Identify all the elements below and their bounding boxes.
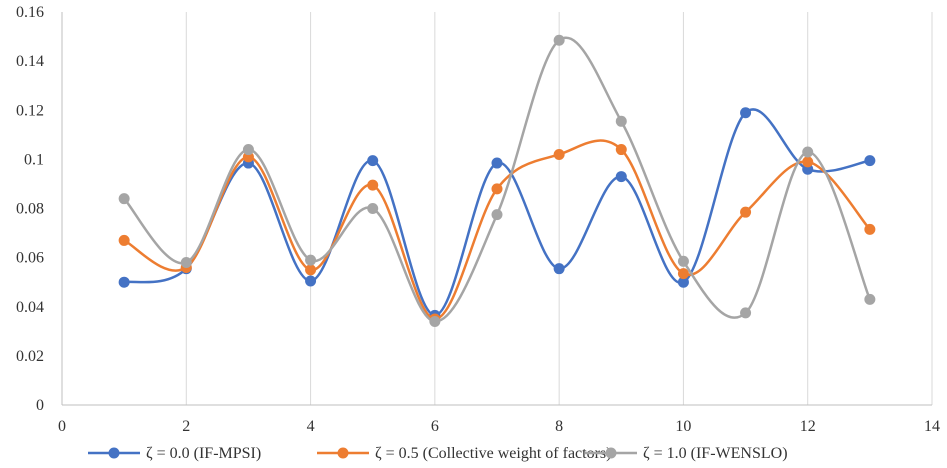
y-tick-label: 0.16 <box>16 4 44 21</box>
y-tick-label: 0.14 <box>16 53 44 70</box>
series-lines <box>118 34 876 327</box>
legend: ζ = 0.0 (IF-MPSI) ζ = 0.5 (Collective wei… <box>88 445 788 462</box>
legend-item-3: ζ = 1.0 (IF-WENSLO) <box>585 445 788 462</box>
data-point <box>802 146 814 158</box>
series-2 <box>118 139 876 325</box>
x-tick-label: 12 <box>800 418 816 435</box>
y-tick-label: 0.04 <box>16 299 44 316</box>
axes <box>61 12 932 406</box>
x-tick-label: 8 <box>555 418 563 435</box>
y-tick-label: 0.1 <box>24 151 44 168</box>
legend-item-1: ζ = 0.0 (IF-MPSI) <box>88 445 261 462</box>
data-point <box>305 275 317 287</box>
data-point <box>367 179 379 191</box>
series-3 <box>118 34 876 327</box>
y-tick-label: 0 <box>36 397 44 414</box>
y-tick-label: 0.06 <box>16 250 44 267</box>
data-point <box>118 234 130 246</box>
legend-marker <box>605 447 617 459</box>
data-point <box>305 264 317 276</box>
data-point <box>118 193 130 205</box>
data-point <box>740 206 752 218</box>
y-tick-label: 0.02 <box>16 348 44 365</box>
data-point <box>242 144 254 156</box>
data-point <box>740 107 752 119</box>
data-point <box>864 223 876 235</box>
legend-item-2: ζ = 0.5 (Collective weight of factors) <box>317 445 611 462</box>
x-tick-label: 4 <box>307 418 315 435</box>
legend-label: ζ = 0.5 (Collective weight of factors) <box>375 445 611 462</box>
data-point <box>864 155 876 167</box>
data-point <box>740 307 752 319</box>
x-tick-label: 10 <box>675 418 691 435</box>
data-point <box>615 144 627 156</box>
data-point <box>553 148 565 160</box>
data-point <box>429 315 441 327</box>
x-tick-label: 2 <box>182 418 190 435</box>
legend-marker <box>337 447 349 459</box>
data-point <box>367 155 379 167</box>
legend-label: ζ = 0.0 (IF-MPSI) <box>146 445 261 462</box>
x-tick-label: 14 <box>924 418 940 435</box>
series-line <box>123 108 871 317</box>
data-point <box>553 34 565 46</box>
data-point <box>491 183 503 195</box>
series-line <box>123 36 872 323</box>
x-tick-label: 0 <box>58 418 66 435</box>
data-point <box>677 276 689 288</box>
legend-label: ζ = 1.0 (IF-WENSLO) <box>643 445 788 462</box>
data-point <box>802 156 814 168</box>
y-tick-label: 0.08 <box>16 201 44 218</box>
x-tick-label: 6 <box>431 418 439 435</box>
data-point <box>677 255 689 267</box>
data-point <box>491 157 503 169</box>
data-point <box>180 257 192 269</box>
tick-labels: 0 0.02 0.04 0.06 0.08 0.1 0.12 0.14 0.16 0 2 4 6 8 10 1… <box>16 4 940 435</box>
legend-marker <box>108 447 120 459</box>
grid <box>185 12 933 405</box>
data-point <box>118 276 130 288</box>
data-point <box>305 254 317 266</box>
data-point <box>615 171 627 183</box>
data-point <box>677 268 689 280</box>
data-point <box>615 115 627 127</box>
y-tick-label: 0.12 <box>16 102 44 119</box>
data-point <box>491 209 503 221</box>
data-point <box>553 263 565 275</box>
data-point <box>367 203 379 214</box>
data-point <box>864 293 876 305</box>
